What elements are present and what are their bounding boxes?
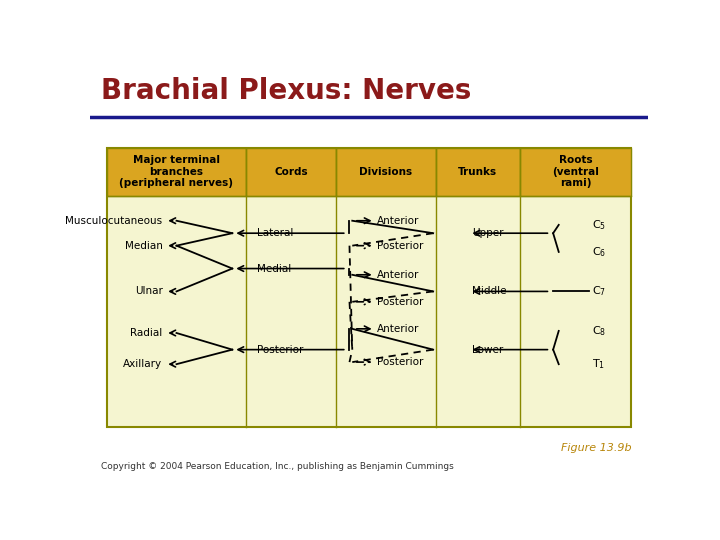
Text: Figure 13.9b: Figure 13.9b xyxy=(561,443,631,453)
Text: Anterior: Anterior xyxy=(377,324,420,334)
Text: C$_8$: C$_8$ xyxy=(593,324,606,338)
Text: Cords: Cords xyxy=(274,167,307,177)
Text: Ulnar: Ulnar xyxy=(135,286,163,296)
Text: C$_6$: C$_6$ xyxy=(593,245,606,259)
Text: Copyright © 2004 Pearson Education, Inc., publishing as Benjamin Cummings: Copyright © 2004 Pearson Education, Inc.… xyxy=(101,462,454,471)
Bar xyxy=(336,148,436,196)
Bar xyxy=(520,148,631,196)
Text: Medial: Medial xyxy=(258,264,292,274)
Text: Major terminal
branches
(peripheral nerves): Major terminal branches (peripheral nerv… xyxy=(120,156,233,188)
Text: Upper: Upper xyxy=(472,228,504,238)
Text: Brachial Plexus: Nerves: Brachial Plexus: Nerves xyxy=(101,77,472,105)
Text: Trunks: Trunks xyxy=(458,167,498,177)
Text: T$_1$: T$_1$ xyxy=(593,357,606,371)
Text: Lower: Lower xyxy=(472,345,503,355)
Text: Divisions: Divisions xyxy=(359,167,413,177)
Text: Anterior: Anterior xyxy=(377,215,420,226)
Text: Posterior: Posterior xyxy=(377,241,424,251)
Text: Lateral: Lateral xyxy=(258,228,294,238)
Text: Radial: Radial xyxy=(130,328,163,338)
Text: Posterior: Posterior xyxy=(377,357,424,367)
Text: Roots
(ventral
rami): Roots (ventral rami) xyxy=(552,156,599,188)
Text: Anterior: Anterior xyxy=(377,270,420,280)
Text: Middle: Middle xyxy=(472,286,507,296)
Text: Musculocutaneous: Musculocutaneous xyxy=(66,215,163,226)
Bar xyxy=(107,148,246,196)
Text: Posterior: Posterior xyxy=(377,297,424,307)
Bar xyxy=(107,148,631,427)
Text: Axillary: Axillary xyxy=(123,359,163,369)
Bar xyxy=(436,148,520,196)
Text: C$_5$: C$_5$ xyxy=(593,218,606,232)
Text: C$_7$: C$_7$ xyxy=(593,285,606,298)
Bar xyxy=(246,148,336,196)
Text: Posterior: Posterior xyxy=(258,345,304,355)
Text: Median: Median xyxy=(125,241,163,251)
